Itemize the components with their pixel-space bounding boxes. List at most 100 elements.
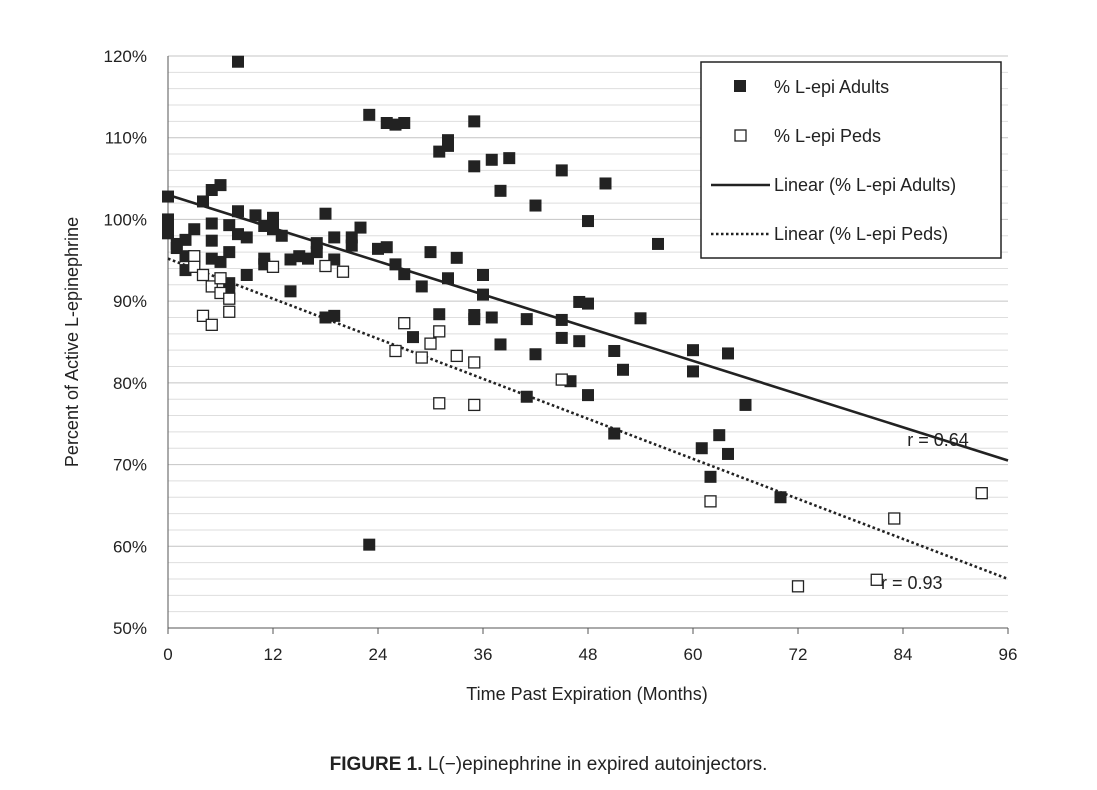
adults-data-point (722, 447, 734, 460)
peds-data-point (196, 309, 210, 323)
legend-adults-trend-label: Linear (% L-epi Adults) (774, 175, 956, 195)
adults-data-point (687, 344, 699, 357)
peds-data-point (188, 250, 201, 263)
adults-data-point (240, 268, 253, 281)
peds-data-point (196, 268, 210, 282)
x-tick-label: 24 (369, 645, 388, 664)
y-tick-label: 90% (113, 292, 147, 311)
legend-adults-label: % L-epi Adults (774, 77, 889, 97)
adults-data-point (240, 231, 253, 244)
legend-peds-trend-label: Linear (% L-epi Peds) (774, 224, 948, 244)
peds-data-point (433, 325, 446, 338)
adults-data-point (608, 427, 621, 440)
adults-r-label: r = 0.64 (907, 430, 969, 450)
legend-peds-marker (734, 129, 747, 142)
peds-trendline (167, 257, 1009, 581)
adults-data-point (529, 199, 542, 212)
x-tick-label: 48 (579, 645, 598, 664)
peds-data-point (450, 349, 463, 363)
peds-r-label: r = 0.93 (881, 573, 943, 593)
adults-data-point (687, 365, 699, 378)
adults-data-point (582, 215, 594, 228)
y-tick-label: 60% (113, 537, 147, 556)
x-tick-label: 36 (474, 645, 493, 664)
adults-data-point (739, 398, 752, 411)
adults-data-point (310, 246, 323, 259)
adults-data-point (328, 231, 341, 244)
adults-data-point (275, 229, 288, 242)
legend: % L-epi Adults % L-epi Peds Linear (% L-… (700, 61, 1002, 259)
adults-data-point (468, 313, 481, 326)
adults-data-point (520, 313, 533, 326)
r-labels: r = 0.64 r = 0.93 (881, 430, 969, 593)
adults-data-point (477, 288, 489, 301)
adults-data-point (179, 233, 192, 246)
adults-data-point (485, 311, 498, 324)
adults-data-point (345, 239, 358, 252)
x-tick-label: 0 (163, 645, 172, 664)
peds-data-point (336, 265, 350, 278)
adults-data-point (722, 347, 734, 360)
peds-data-point (223, 292, 236, 305)
peds-data-point (424, 337, 437, 350)
scatter-chart: 0 12 24 36 48 60 72 84 96 50% 60% 70% 80% 90% 100% 110%… (62, 47, 1018, 704)
x-tick-label: 96 (999, 645, 1018, 664)
adults-data-point (555, 313, 568, 326)
adults-data-point (267, 211, 279, 224)
y-tick-label: 120% (104, 47, 147, 66)
adults-data-point (520, 390, 533, 403)
y-tick-label: 80% (113, 374, 147, 393)
legend-adults-marker (734, 80, 746, 92)
data-points (162, 55, 988, 593)
peds-data-point (415, 351, 428, 364)
adults-data-point (249, 209, 262, 222)
adults-data-point (555, 164, 568, 177)
adults-data-point (380, 117, 393, 130)
y-tick-label: 110% (105, 129, 147, 148)
adults-data-point (634, 312, 647, 325)
legend-box (700, 61, 1002, 259)
adults-data-point (468, 115, 481, 128)
adults-data-point (205, 217, 218, 230)
adults-data-point (442, 139, 454, 152)
peds-data-point (389, 344, 402, 358)
adults-data-point (197, 195, 209, 208)
adults-data-point (232, 55, 244, 68)
adults-data-point (214, 255, 227, 268)
adults-data-point (477, 268, 489, 281)
adults-data-point (494, 338, 507, 351)
adults-trendline (167, 193, 1009, 462)
adults-data-point (599, 177, 612, 190)
adults-data-point (704, 470, 717, 483)
adults-data-point (442, 272, 454, 285)
peds-data-point (433, 397, 446, 410)
adults-data-point (363, 538, 376, 551)
adults-data-point (415, 280, 428, 293)
adults-data-point (363, 108, 376, 121)
adults-data-point (450, 251, 463, 264)
x-tick-label: 12 (264, 645, 283, 664)
peds-data-point (205, 318, 218, 331)
adults-data-point (652, 237, 664, 250)
adults-data-point (328, 309, 341, 322)
adults-data-point (205, 234, 218, 247)
y-tick-label: 70% (113, 456, 147, 475)
adults-data-point (398, 268, 411, 281)
adults-data-point (555, 331, 568, 344)
peds-data-point (870, 573, 883, 586)
peds-data-point (398, 317, 411, 330)
y-axis-title: Percent of Active L-epinephrine (62, 217, 82, 467)
adults-data-point (695, 442, 708, 455)
y-tick-label: 100% (104, 210, 147, 229)
adults-data-point (389, 258, 402, 271)
peds-data-point (704, 495, 717, 508)
peds-data-point (205, 280, 218, 293)
adults-data-point (162, 190, 174, 203)
adults-data-point (529, 348, 542, 361)
y-tick-label: 50% (113, 619, 147, 638)
peds-data-point (319, 259, 332, 273)
adults-data-point (573, 335, 586, 348)
x-tick-label: 84 (894, 645, 913, 664)
figure-label: FIGURE 1. (329, 754, 423, 775)
adults-data-point (223, 246, 236, 259)
